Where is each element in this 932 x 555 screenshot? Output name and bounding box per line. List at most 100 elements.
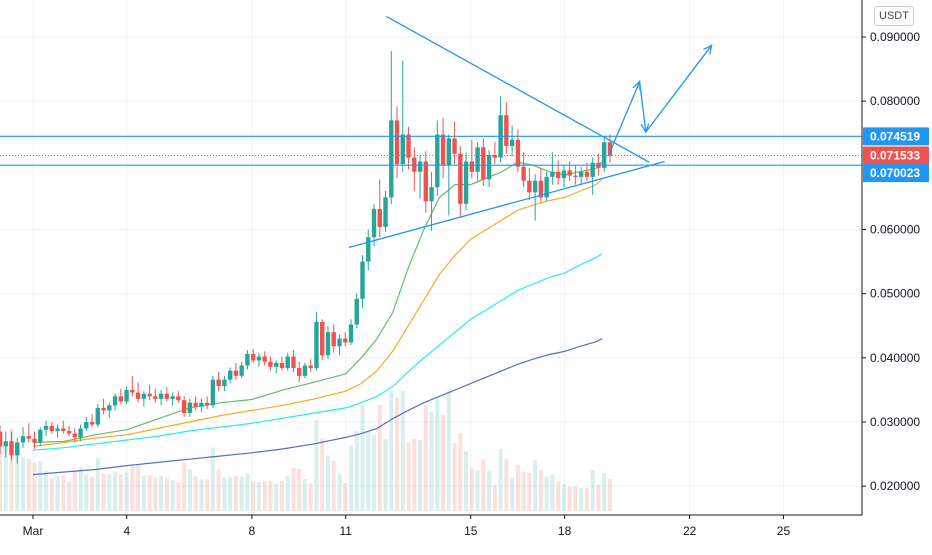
candle-body <box>222 379 227 387</box>
volume-bar <box>130 466 135 511</box>
candle <box>153 388 158 403</box>
volume-bar <box>556 481 561 511</box>
volume-bar <box>550 474 555 511</box>
candle <box>452 121 457 165</box>
candle-body <box>262 356 267 362</box>
volume-bar <box>55 476 60 511</box>
candle <box>377 179 382 238</box>
volume-bar <box>61 475 66 511</box>
candle-body <box>366 237 371 262</box>
candle-body <box>337 338 342 347</box>
candle <box>343 332 348 347</box>
candle <box>38 427 43 447</box>
volume-bar <box>452 443 457 511</box>
volume-bar <box>262 481 267 511</box>
candle <box>578 166 584 185</box>
candle <box>550 152 555 185</box>
candle <box>141 391 147 407</box>
volume-bar <box>107 474 112 511</box>
candle-body <box>561 170 567 179</box>
level-price-badge: 0.070023 <box>863 164 929 183</box>
candle <box>440 117 446 179</box>
volume-bar <box>141 475 146 511</box>
candle <box>492 142 498 165</box>
volume-bar <box>469 468 474 511</box>
volume-bar <box>487 470 492 511</box>
volume-bar <box>412 438 417 511</box>
candle-body <box>325 332 331 356</box>
candle <box>469 139 475 179</box>
candle-body <box>216 379 221 387</box>
volume-bar <box>164 477 169 511</box>
price-axis-ticks: 0.090000 0.080000 0.060000 0.050000 0.040000… <box>862 30 920 493</box>
volume-bar <box>124 472 129 511</box>
candle-body <box>199 402 204 407</box>
candle <box>302 362 308 379</box>
candle-body <box>245 353 250 366</box>
candle <box>607 134 613 163</box>
candle-body <box>153 396 158 399</box>
candle-body <box>446 138 452 166</box>
volume-bar <box>464 451 469 511</box>
candle <box>435 120 440 197</box>
candle <box>498 96 503 163</box>
price-axis-background <box>862 0 932 550</box>
candle-body <box>61 428 66 431</box>
candle-body <box>521 166 526 181</box>
candle <box>233 362 239 380</box>
candle <box>463 152 469 211</box>
candle <box>354 293 359 329</box>
candle <box>285 352 290 371</box>
candle-body <box>389 120 394 198</box>
candle <box>314 311 319 371</box>
volume-bar <box>515 465 520 511</box>
volume-bar <box>481 459 486 511</box>
candle <box>130 375 135 397</box>
candle-body <box>78 428 83 438</box>
y-tick-label: 0.090000 <box>870 30 920 44</box>
candle-body <box>107 405 112 411</box>
candle <box>337 334 342 356</box>
candle <box>481 138 486 186</box>
candle-body <box>66 430 72 434</box>
volume-bar <box>26 459 31 511</box>
volume-bar <box>228 477 233 511</box>
candle <box>61 420 66 434</box>
candle <box>124 386 129 405</box>
candle-body <box>20 436 26 443</box>
candle-body <box>3 441 8 447</box>
candle-body <box>469 161 475 172</box>
candle-body <box>147 393 152 397</box>
candle-body <box>314 321 319 369</box>
volume-bar <box>423 404 428 511</box>
y-tick-label: 0.040000 <box>870 351 920 365</box>
volume-bar <box>561 484 566 511</box>
volume-bar <box>343 483 348 511</box>
candle-body <box>26 436 31 439</box>
currency-selector[interactable]: USDT <box>874 6 914 26</box>
candle <box>250 348 256 363</box>
candle <box>601 135 607 172</box>
candle-body <box>32 438 37 443</box>
candle <box>538 167 544 203</box>
volume-bar <box>21 456 26 511</box>
ema-line-fast <box>32 161 603 444</box>
candle-body <box>101 407 106 411</box>
volume-bar <box>44 470 49 511</box>
candle-body <box>440 134 446 166</box>
candle-body <box>118 396 124 402</box>
candle-body <box>509 139 515 147</box>
candle-body <box>550 171 555 177</box>
candle <box>72 428 78 443</box>
candle <box>181 396 187 417</box>
trendline-upper <box>386 15 650 163</box>
candle <box>555 160 561 185</box>
candle-body <box>486 155 492 180</box>
candle <box>268 356 273 371</box>
ema-line-slow <box>32 253 603 451</box>
volume-bar <box>210 447 215 511</box>
candle <box>101 398 106 415</box>
x-tick-label: 22 <box>683 524 697 538</box>
